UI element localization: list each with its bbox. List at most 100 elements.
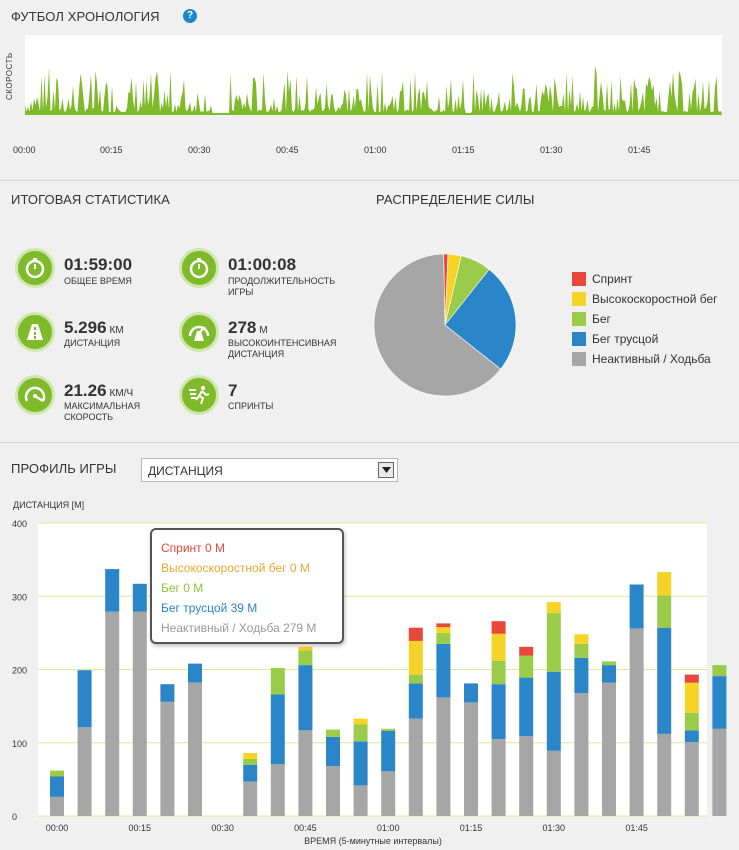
bar-segment[interactable]: [491, 684, 506, 740]
metric-dropdown[interactable]: ДИСТАНЦИЯ: [141, 458, 398, 482]
pie-slice[interactable]: [373, 253, 502, 397]
pie-slice[interactable]: [444, 268, 517, 370]
bar-segment[interactable]: [546, 671, 561, 751]
bar-segment[interactable]: [684, 742, 699, 816]
bar-segment[interactable]: [160, 701, 175, 816]
bar-segment[interactable]: [436, 643, 451, 698]
timeline-tick: 01:45: [628, 145, 651, 155]
bar-segment[interactable]: [712, 665, 727, 677]
legend-swatch: [572, 312, 586, 326]
bar-segment[interactable]: [657, 595, 672, 628]
bar-segment[interactable]: [712, 676, 727, 729]
bar-segment[interactable]: [491, 633, 506, 661]
bar-segment[interactable]: [160, 684, 175, 702]
bar-segment[interactable]: [491, 621, 506, 634]
bar-segment[interactable]: [436, 627, 451, 633]
bar-segment[interactable]: [243, 764, 258, 782]
bar-segment[interactable]: [326, 729, 340, 737]
bar-segment[interactable]: [353, 718, 368, 725]
bar-segment[interactable]: [491, 660, 506, 685]
bar-segment[interactable]: [519, 677, 534, 737]
bar-segment[interactable]: [657, 627, 672, 734]
bar-segment[interactable]: [408, 683, 423, 719]
game-duration-label: ПРОДОЛЖИТЕЛЬНОСТЬ ИГРЫ: [228, 276, 336, 297]
bar-segment[interactable]: [353, 785, 368, 816]
chevron-down-icon[interactable]: [378, 462, 394, 478]
bar-segment[interactable]: [77, 670, 92, 728]
bar-segment[interactable]: [712, 728, 727, 816]
bar-segment[interactable]: [353, 724, 368, 742]
bar-segment[interactable]: [105, 611, 120, 816]
bar-segment[interactable]: [132, 611, 147, 816]
bar-segment[interactable]: [657, 572, 672, 596]
bar-segment[interactable]: [684, 712, 699, 731]
bar-segment[interactable]: [408, 627, 423, 641]
bar-segment[interactable]: [408, 674, 423, 684]
bar-segment[interactable]: [188, 682, 202, 816]
bar-segment[interactable]: [684, 674, 699, 683]
bar-segment[interactable]: [298, 730, 313, 816]
bar-segment[interactable]: [270, 694, 285, 764]
metric-dropdown-value: ДИСТАНЦИЯ: [148, 464, 223, 478]
bar-segment[interactable]: [546, 750, 561, 816]
bar-segment[interactable]: [270, 668, 285, 695]
bar-segment[interactable]: [602, 661, 616, 666]
bar-segment[interactable]: [574, 657, 589, 693]
bar-segment[interactable]: [243, 753, 258, 759]
legend-label: Бег трусцой: [592, 332, 659, 346]
bar-segment[interactable]: [381, 771, 396, 816]
bar-segment[interactable]: [519, 646, 534, 656]
x-tick-label: 01:00: [377, 823, 400, 833]
bar-segment[interactable]: [464, 702, 478, 817]
bar-segment[interactable]: [381, 731, 396, 772]
bar-segment[interactable]: [602, 682, 616, 816]
high-intensity-distance-value: 278 М: [228, 318, 268, 337]
bar-segment[interactable]: [77, 727, 92, 816]
speed-timeline[interactable]: [25, 35, 722, 115]
bar-segment[interactable]: [629, 628, 644, 817]
bar-segment[interactable]: [684, 730, 699, 742]
bar-segment[interactable]: [684, 682, 699, 713]
bar-segment[interactable]: [436, 697, 451, 816]
bar-segment[interactable]: [408, 640, 423, 675]
bar-segment[interactable]: [436, 632, 451, 644]
bar-segment[interactable]: [629, 584, 644, 629]
bar-segment[interactable]: [105, 569, 120, 612]
y-tick-label: 0: [12, 812, 17, 822]
bar-segment[interactable]: [491, 739, 506, 816]
bar-segment[interactable]: [519, 655, 534, 678]
bar-segment[interactable]: [519, 736, 534, 816]
bar-segment[interactable]: [464, 683, 478, 703]
bar-segment[interactable]: [546, 602, 561, 614]
x-tick-label: 01:15: [460, 823, 483, 833]
bar-segment[interactable]: [546, 613, 561, 672]
bar-segment[interactable]: [188, 663, 202, 683]
bar-segment[interactable]: [326, 736, 340, 767]
help-icon[interactable]: ?: [183, 9, 197, 23]
bar-segment[interactable]: [298, 650, 313, 666]
bar-segment[interactable]: [243, 758, 258, 765]
bar-segment[interactable]: [298, 646, 313, 651]
bar-segment[interactable]: [243, 781, 258, 816]
y-tick-label: 400: [12, 519, 27, 529]
bar-segment[interactable]: [602, 665, 616, 683]
timeline-tick: 00:45: [276, 145, 299, 155]
bar-segment[interactable]: [657, 734, 672, 816]
bar-segment[interactable]: [408, 718, 423, 816]
stopwatch-icon: [15, 248, 55, 288]
bar-segment[interactable]: [50, 797, 64, 816]
bar-segment[interactable]: [50, 776, 64, 797]
bar-segment[interactable]: [353, 741, 368, 786]
bar-segment[interactable]: [50, 770, 64, 777]
bar-segment[interactable]: [381, 728, 396, 731]
power-pie-chart[interactable]: [370, 250, 520, 400]
distance-bar-chart[interactable]: 0 100 200 300 400 ДИСТАНЦИЯ [М] 00:00 00:15 00:3…: [0, 495, 739, 850]
bar-segment[interactable]: [574, 692, 589, 816]
bar-segment[interactable]: [574, 643, 589, 658]
bar-segment[interactable]: [436, 623, 451, 628]
bar-segment[interactable]: [574, 634, 589, 644]
bar-segment[interactable]: [298, 665, 313, 731]
bar-segment[interactable]: [326, 766, 340, 816]
bar-segment[interactable]: [132, 583, 147, 612]
bar-segment[interactable]: [270, 764, 285, 816]
